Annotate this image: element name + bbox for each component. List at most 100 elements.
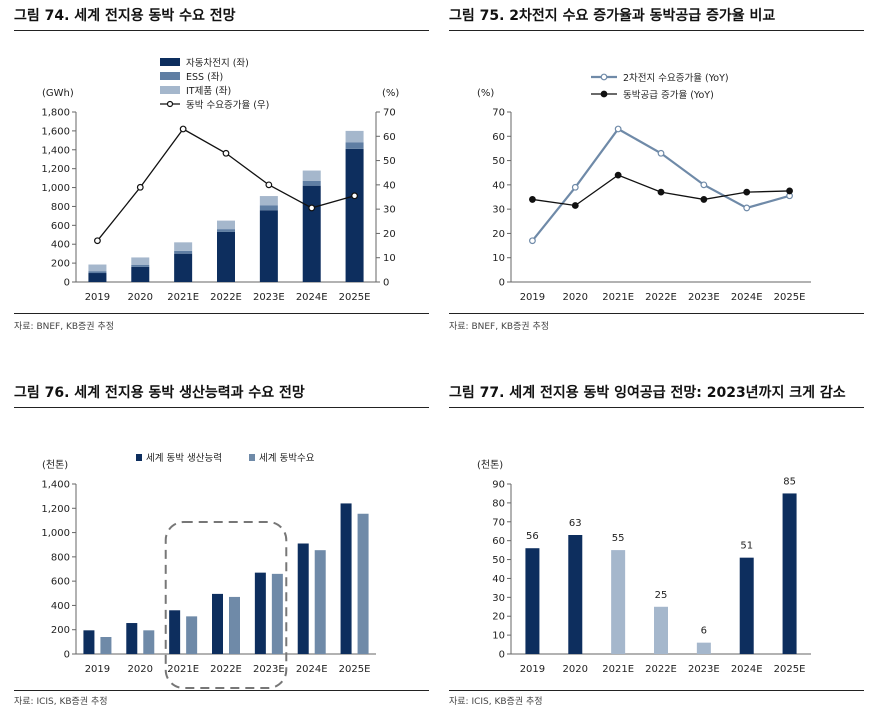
x-tick-label: 2021E: [167, 292, 199, 303]
source-divider: [14, 690, 429, 691]
legend-label: IT제품 (좌): [186, 86, 231, 97]
y-tick-label: 60: [492, 132, 505, 143]
growth-point: [136, 183, 144, 191]
bar: [254, 572, 266, 654]
growth-point: [222, 149, 230, 157]
x-tick-label: 2020: [563, 664, 588, 675]
series-point: [614, 171, 622, 179]
y-tick-label: 600: [51, 221, 70, 232]
x-tick-label: 2023E: [688, 292, 720, 303]
y-tick-label: 70: [492, 108, 505, 119]
source-divider: [14, 313, 429, 314]
y-tick-label: 10: [492, 631, 505, 642]
chart-panel-77: 그림 77. 세계 전지용 동박 잉여공급 전망: 2023년까지 크게 감소 …: [449, 383, 864, 718]
bar: [271, 573, 283, 654]
y-tick-label: 30: [492, 593, 505, 604]
x-tick-label: 2022E: [210, 292, 242, 303]
chart-75-plot: 0 10 20 30 40 50 60 70 (%) 2019 2020 2021E 2022E 2023…: [477, 72, 811, 303]
y-tick-label: 80: [492, 498, 505, 509]
x-tick-label: 2019: [85, 292, 110, 303]
y-tick-label: 1,000: [41, 183, 70, 194]
legend-label: ESS (좌): [186, 72, 223, 83]
y-tick-label: 1,400: [41, 480, 70, 491]
chart-source: 자료: BNEF, KB증권 추정: [449, 322, 550, 332]
growth-point: [308, 204, 316, 212]
x-tick-label: 2019: [85, 664, 110, 675]
bar-segment: [217, 231, 235, 282]
bar-segment: [174, 242, 193, 251]
bar: [357, 513, 369, 654]
y-tick-label: 10: [492, 253, 505, 264]
chart-panel-75: 그림 75. 2차전지 수요 증가율과 동박공급 증가율 비교 0 10 20 30 4…: [449, 6, 864, 341]
legend-label: 세계 동박수요: [259, 452, 315, 464]
bar-segment: [259, 210, 278, 282]
x-tick-label: 2023E: [253, 664, 285, 675]
bar-segment: [217, 220, 235, 230]
bar-segment: [259, 196, 278, 206]
series-point: [614, 125, 622, 133]
y-tick-label: 1,600: [41, 126, 70, 137]
series-point: [657, 188, 665, 196]
legend-label: 동박공급 증가율 (YoY): [623, 90, 714, 101]
chart-panel-74: 그림 74. 세계 전지용 동박 수요 전망 0 200 400 600 800 1,00…: [14, 6, 429, 341]
x-tick-label: 2024E: [296, 292, 328, 303]
x-tick-label: 2025E: [774, 664, 806, 675]
y-tick-label: 1,800: [41, 108, 70, 119]
y-tick-label: 1,200: [41, 504, 70, 515]
legend-swatch: [249, 454, 255, 461]
y-tick-label: 90: [492, 480, 505, 491]
bar: [212, 593, 223, 654]
x-tick-label: 2021E: [602, 292, 634, 303]
y2-tick-label: 70: [383, 108, 396, 119]
x-tick-label: 2025E: [339, 664, 371, 675]
y-axis-unit: (천톤): [477, 459, 503, 471]
data-label: 55: [612, 533, 625, 544]
y-tick-label: 50: [492, 156, 505, 167]
y2-tick-label: 40: [383, 180, 396, 191]
legend-marker: [166, 100, 174, 108]
growth-point: [94, 237, 101, 245]
y2-tick-label: 10: [383, 253, 396, 264]
y-tick-label: 1,400: [41, 145, 70, 156]
bar-segment: [345, 148, 364, 282]
y-tick-label: 60: [492, 536, 505, 547]
bar: [782, 493, 797, 654]
legend-swatch: [160, 86, 180, 94]
legend-label: 2차전지 수요증가율 (YoY): [623, 72, 729, 84]
title-divider: [14, 30, 429, 31]
bar-segment: [88, 271, 107, 274]
y2-tick-label: 50: [383, 156, 396, 167]
growth-point: [351, 192, 358, 200]
x-tick-label: 2024E: [296, 664, 328, 675]
source-divider: [449, 313, 864, 314]
bar-segment: [174, 253, 193, 282]
data-label: 56: [526, 531, 539, 542]
series-point: [571, 183, 579, 191]
y-axis-unit: (천톤): [42, 459, 68, 471]
chart-title: 그림 77. 세계 전지용 동박 잉여공급 전망: 2023년까지 크게 감소: [449, 385, 846, 401]
y2-axis-unit: (%): [382, 88, 399, 99]
bar-segment: [88, 273, 107, 282]
series-point: [743, 204, 751, 212]
bar: [229, 596, 240, 654]
bar: [169, 610, 181, 654]
y-tick-label: 600: [51, 577, 70, 588]
y-tick-label: 70: [492, 517, 505, 528]
source-divider: [449, 690, 864, 691]
x-tick-label: 2022E: [645, 292, 677, 303]
x-tick-label: 2024E: [731, 292, 763, 303]
chart-source: 자료: ICIS, KB증권 추정: [14, 697, 108, 707]
y-tick-label: 40: [492, 574, 505, 585]
bar: [100, 637, 112, 654]
series-line: [531, 127, 790, 242]
bar: [186, 616, 198, 654]
bar: [525, 548, 540, 654]
legend-marker: [600, 73, 608, 81]
y-tick-label: 30: [492, 205, 505, 216]
y-tick-label: 0: [499, 650, 505, 661]
chart-74-plot: 02004006008001,0001,2001,4001,6001,800(G…: [41, 57, 399, 303]
x-tick-label: 2022E: [645, 664, 677, 675]
series-point: [571, 202, 579, 209]
y-tick-label: 0: [64, 650, 70, 661]
bar: [297, 543, 309, 654]
